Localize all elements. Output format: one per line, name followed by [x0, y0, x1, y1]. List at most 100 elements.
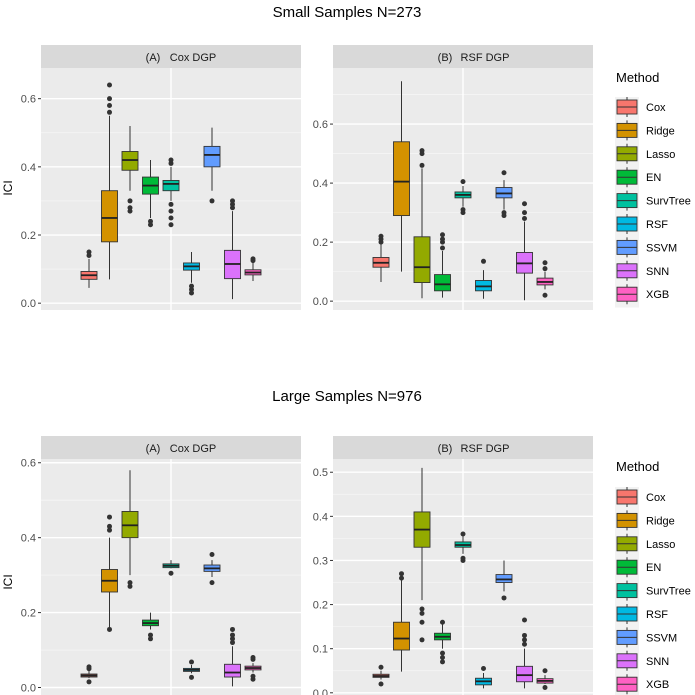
outlier-point — [522, 637, 527, 643]
outlier-point — [189, 659, 194, 665]
facet-strip — [333, 45, 593, 68]
outlier-point — [522, 617, 527, 623]
outlier-point — [542, 292, 548, 298]
strip-text: Cox DGP — [170, 443, 216, 455]
outlier-point — [501, 210, 507, 216]
box-xgb — [536, 260, 554, 298]
outlier-point — [440, 236, 445, 242]
strip-text: RSF DGP — [461, 443, 510, 455]
outlier-point — [168, 570, 174, 576]
outlier-point — [107, 527, 112, 533]
legend-label: SurvTree — [646, 196, 691, 208]
box-iqr — [101, 190, 118, 243]
box-survtree — [162, 560, 180, 576]
y-tick-label: 0.4 — [313, 178, 328, 190]
legend-label: XGB — [646, 289, 669, 301]
outlier-point — [440, 659, 445, 665]
box-survtree — [454, 531, 472, 563]
ylabel-bottom: ICI — [1, 574, 15, 589]
legend-label: Lasso — [646, 149, 675, 161]
legend-item-cox: Cox — [616, 97, 666, 117]
outlier-point — [127, 205, 133, 211]
facet-strip — [333, 436, 593, 459]
outlier-point — [522, 632, 527, 638]
outlier-point — [542, 266, 548, 272]
y-tick-label: 0.6 — [21, 458, 36, 470]
panel-1: (B) RSF DGP 0.0 0.2 0.4 0.6 — [313, 45, 593, 310]
facet-strip — [41, 45, 301, 68]
outlier-point — [460, 207, 466, 213]
outlier-point — [460, 555, 466, 561]
box-iqr — [393, 141, 410, 217]
outlier-point — [419, 148, 425, 154]
legend-label: SNN — [646, 266, 669, 278]
outlier-point — [399, 575, 404, 581]
y-tick-label: 0.2 — [21, 608, 36, 620]
box-cox — [372, 664, 390, 687]
box-ssvm — [203, 127, 221, 204]
box-survtree — [162, 157, 180, 228]
outlier-point — [542, 685, 548, 691]
legend-label: Ridge — [646, 125, 675, 137]
outlier-point — [107, 523, 112, 529]
outlier-point — [107, 82, 112, 88]
box-xgb — [536, 668, 554, 691]
y-tick-label: 0.0 — [313, 296, 328, 308]
outlier-point — [168, 201, 174, 207]
outlier-point — [86, 249, 92, 255]
box-rsf — [183, 659, 200, 680]
outlier-point — [127, 580, 133, 586]
outlier-point — [378, 664, 384, 670]
box-ssvm — [495, 170, 513, 219]
outlier-point — [440, 245, 445, 251]
y-tick-label: 0.6 — [21, 94, 36, 106]
box-iqr — [203, 145, 221, 168]
strip-label: (B) — [438, 443, 453, 455]
strip-text: RSF DGP — [461, 52, 510, 64]
outlier-point — [440, 619, 445, 625]
facet-strip — [41, 436, 301, 459]
y-tick-label: 0.4 — [313, 511, 328, 523]
legend-item-rsf: RSF — [616, 214, 668, 234]
legend-label: Ridge — [646, 515, 675, 527]
outlier-point — [522, 216, 527, 222]
outlier-point — [127, 198, 133, 204]
outlier-point — [230, 632, 235, 638]
legend-item-cox: Cox — [616, 487, 666, 507]
box-ridge — [101, 514, 118, 632]
legend-label: SSVM — [646, 632, 677, 644]
box-cox — [80, 664, 98, 685]
y-tick-label: 0.4 — [21, 162, 36, 174]
legend-item-snn: SNN — [616, 650, 669, 671]
box-en — [142, 160, 159, 228]
outlier-point — [127, 583, 133, 589]
strip-label: (A) — [146, 52, 161, 64]
legend-item-xgb: XGB — [616, 284, 669, 305]
legend-item-lasso: Lasso — [616, 533, 675, 554]
box-iqr — [162, 180, 180, 192]
legend-label: SurvTree — [646, 586, 691, 598]
box-rsf — [475, 666, 492, 689]
legend-label: Cox — [646, 492, 666, 504]
legend-item-snn: SNN — [616, 260, 669, 281]
outlier-point — [189, 283, 194, 289]
legend-label: EN — [646, 562, 661, 574]
outlier-point — [522, 210, 527, 216]
legend-item-lasso: Lasso — [616, 143, 675, 164]
outlier-point — [522, 201, 527, 207]
outlier-point — [419, 619, 425, 625]
title-large-samples: Large Samples N=976 — [272, 388, 422, 405]
legend-item-survtree: SurvTree — [616, 190, 691, 211]
strip-label: (B) — [438, 52, 453, 64]
outlier-point — [230, 626, 235, 632]
legend-label: RSF — [646, 609, 668, 621]
box-lasso — [121, 125, 139, 214]
legend-label: XGB — [646, 679, 669, 691]
strip-text: Cox DGP — [170, 52, 216, 64]
box-iqr — [393, 621, 410, 651]
outlier-point — [501, 170, 507, 176]
box-iqr — [224, 663, 241, 678]
box-en — [434, 232, 451, 298]
box-cox — [80, 249, 98, 288]
outlier-point — [230, 636, 235, 642]
